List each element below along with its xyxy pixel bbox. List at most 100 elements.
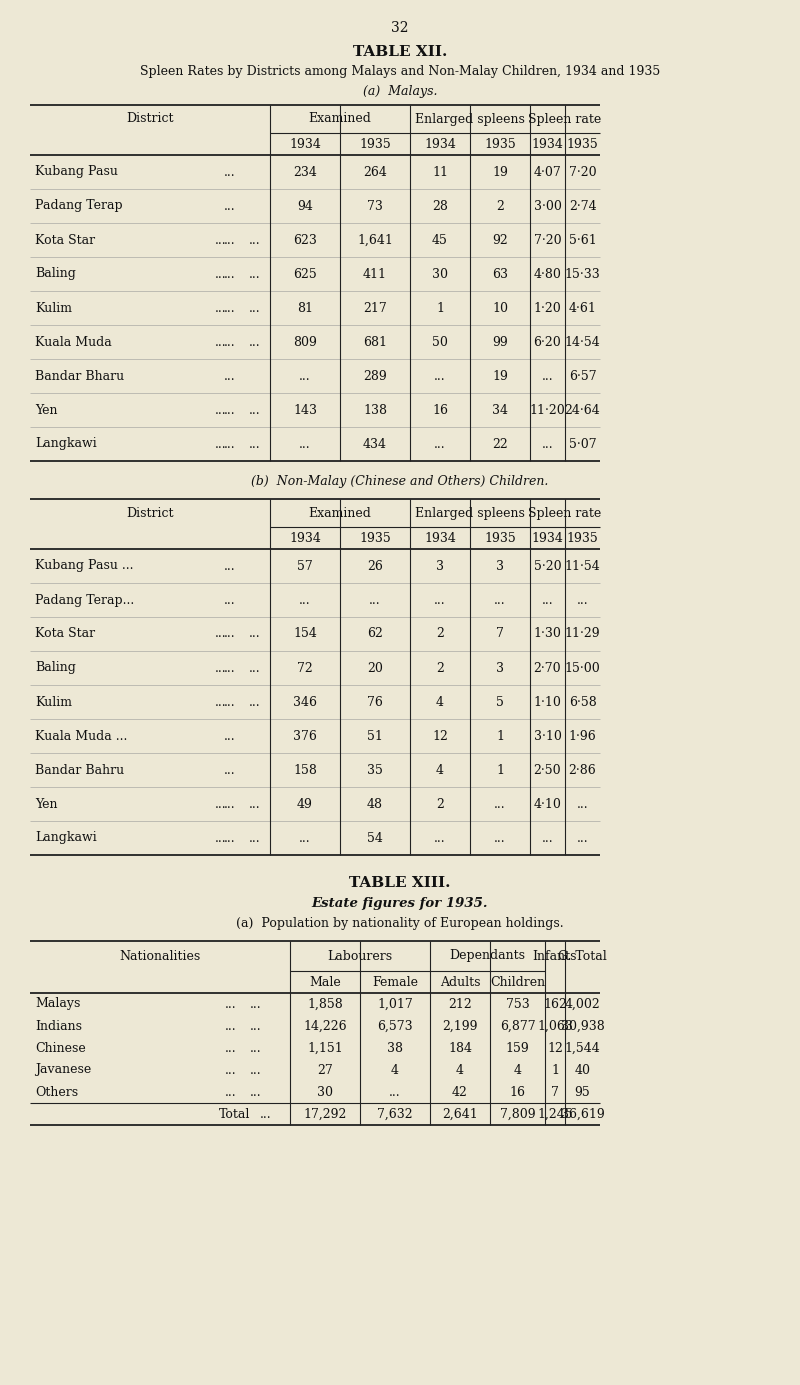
- Text: 1935: 1935: [484, 532, 516, 544]
- Text: Kubang Pasu ...: Kubang Pasu ...: [35, 560, 134, 572]
- Text: Kota Star: Kota Star: [35, 627, 95, 640]
- Text: ...: ...: [577, 798, 588, 810]
- Text: 154: 154: [293, 627, 317, 640]
- Text: 30: 30: [432, 267, 448, 281]
- Text: ...: ...: [249, 234, 261, 247]
- Text: 1935: 1935: [359, 532, 391, 544]
- Text: 1934: 1934: [531, 137, 563, 151]
- Text: 34: 34: [492, 403, 508, 417]
- Text: 138: 138: [363, 403, 387, 417]
- Text: ...: ...: [224, 165, 236, 179]
- Text: ...: ...: [215, 662, 226, 674]
- Text: 289: 289: [363, 370, 387, 382]
- Text: Yen: Yen: [35, 798, 58, 810]
- Text: ...: ...: [224, 438, 236, 450]
- Text: ...: ...: [577, 594, 588, 607]
- Text: ...: ...: [224, 560, 236, 572]
- Text: 3: 3: [496, 560, 504, 572]
- Text: Enlarged spleens: Enlarged spleens: [415, 507, 525, 519]
- Text: Others: Others: [35, 1086, 78, 1098]
- Text: ...: ...: [260, 1108, 272, 1120]
- Text: TABLE XIII.: TABLE XIII.: [350, 875, 450, 891]
- Text: 22: 22: [492, 438, 508, 450]
- Text: 346: 346: [293, 695, 317, 709]
- Text: 1,858: 1,858: [307, 997, 343, 1011]
- Text: ...: ...: [299, 370, 311, 382]
- Text: ...: ...: [224, 403, 236, 417]
- Text: 434: 434: [363, 438, 387, 450]
- Text: 16: 16: [510, 1086, 526, 1098]
- Text: District: District: [126, 112, 174, 126]
- Text: 1: 1: [551, 1064, 559, 1076]
- Text: District: District: [126, 507, 174, 519]
- Text: Male: Male: [309, 975, 341, 989]
- Text: 7: 7: [551, 1086, 559, 1098]
- Text: ...: ...: [225, 1019, 237, 1032]
- Text: Female: Female: [372, 975, 418, 989]
- Text: Kulim: Kulim: [35, 302, 72, 314]
- Text: ...: ...: [542, 831, 554, 845]
- Text: 159: 159: [506, 1042, 530, 1054]
- Text: 5·07: 5·07: [569, 438, 596, 450]
- Text: 6·58: 6·58: [569, 695, 596, 709]
- Text: 57: 57: [297, 560, 313, 572]
- Text: 28: 28: [432, 199, 448, 212]
- Text: 1·10: 1·10: [534, 695, 562, 709]
- Text: Enlarged spleens: Enlarged spleens: [415, 112, 525, 126]
- Text: 1,151: 1,151: [307, 1042, 343, 1054]
- Text: 625: 625: [293, 267, 317, 281]
- Text: Langkawi: Langkawi: [35, 438, 97, 450]
- Text: ...: ...: [224, 627, 236, 640]
- Text: ...: ...: [224, 302, 236, 314]
- Text: Indians: Indians: [35, 1019, 82, 1032]
- Text: ...: ...: [215, 695, 226, 709]
- Text: 212: 212: [448, 997, 472, 1011]
- Text: ...: ...: [249, 662, 261, 674]
- Text: Javanese: Javanese: [35, 1064, 91, 1076]
- Text: 1,245: 1,245: [537, 1108, 573, 1120]
- Text: Total: Total: [218, 1108, 250, 1120]
- Text: ...: ...: [299, 831, 311, 845]
- Text: ...: ...: [224, 763, 236, 777]
- Text: ...: ...: [542, 438, 554, 450]
- Text: 4: 4: [514, 1064, 522, 1076]
- Text: Yen: Yen: [35, 403, 58, 417]
- Text: Bandar Bharu: Bandar Bharu: [35, 370, 124, 382]
- Text: ...: ...: [215, 627, 226, 640]
- Text: 15·00: 15·00: [565, 662, 600, 674]
- Text: ...: ...: [299, 438, 311, 450]
- Text: ...: ...: [249, 627, 261, 640]
- Text: 7,809: 7,809: [500, 1108, 535, 1120]
- Text: 681: 681: [363, 335, 387, 349]
- Text: ...: ...: [224, 370, 236, 382]
- Text: 2·50: 2·50: [534, 763, 562, 777]
- Text: 1,017: 1,017: [377, 997, 413, 1011]
- Text: ...: ...: [224, 335, 236, 349]
- Text: 5·61: 5·61: [569, 234, 596, 247]
- Text: 4·80: 4·80: [534, 267, 562, 281]
- Text: 10: 10: [492, 302, 508, 314]
- Text: 11: 11: [432, 165, 448, 179]
- Text: Spleen rate: Spleen rate: [528, 507, 602, 519]
- Text: ...: ...: [434, 438, 446, 450]
- Text: 1935: 1935: [359, 137, 391, 151]
- Text: 1: 1: [496, 730, 504, 742]
- Text: 1934: 1934: [289, 532, 321, 544]
- Text: 2·86: 2·86: [569, 763, 596, 777]
- Text: 72: 72: [297, 662, 313, 674]
- Text: 1·96: 1·96: [569, 730, 596, 742]
- Text: 16: 16: [432, 403, 448, 417]
- Text: ...: ...: [224, 831, 236, 845]
- Text: 17,292: 17,292: [303, 1108, 346, 1120]
- Text: 40: 40: [574, 1064, 590, 1076]
- Text: ...: ...: [249, 831, 261, 845]
- Text: Kubang Pasu: Kubang Pasu: [35, 165, 118, 179]
- Text: ...: ...: [249, 267, 261, 281]
- Text: 2·70: 2·70: [534, 662, 562, 674]
- Text: ...: ...: [225, 997, 237, 1011]
- Text: Dependants: Dependants: [450, 950, 526, 963]
- Text: 6·20: 6·20: [534, 335, 562, 349]
- Text: 217: 217: [363, 302, 387, 314]
- Text: 7,632: 7,632: [377, 1108, 413, 1120]
- Text: ...: ...: [249, 798, 261, 810]
